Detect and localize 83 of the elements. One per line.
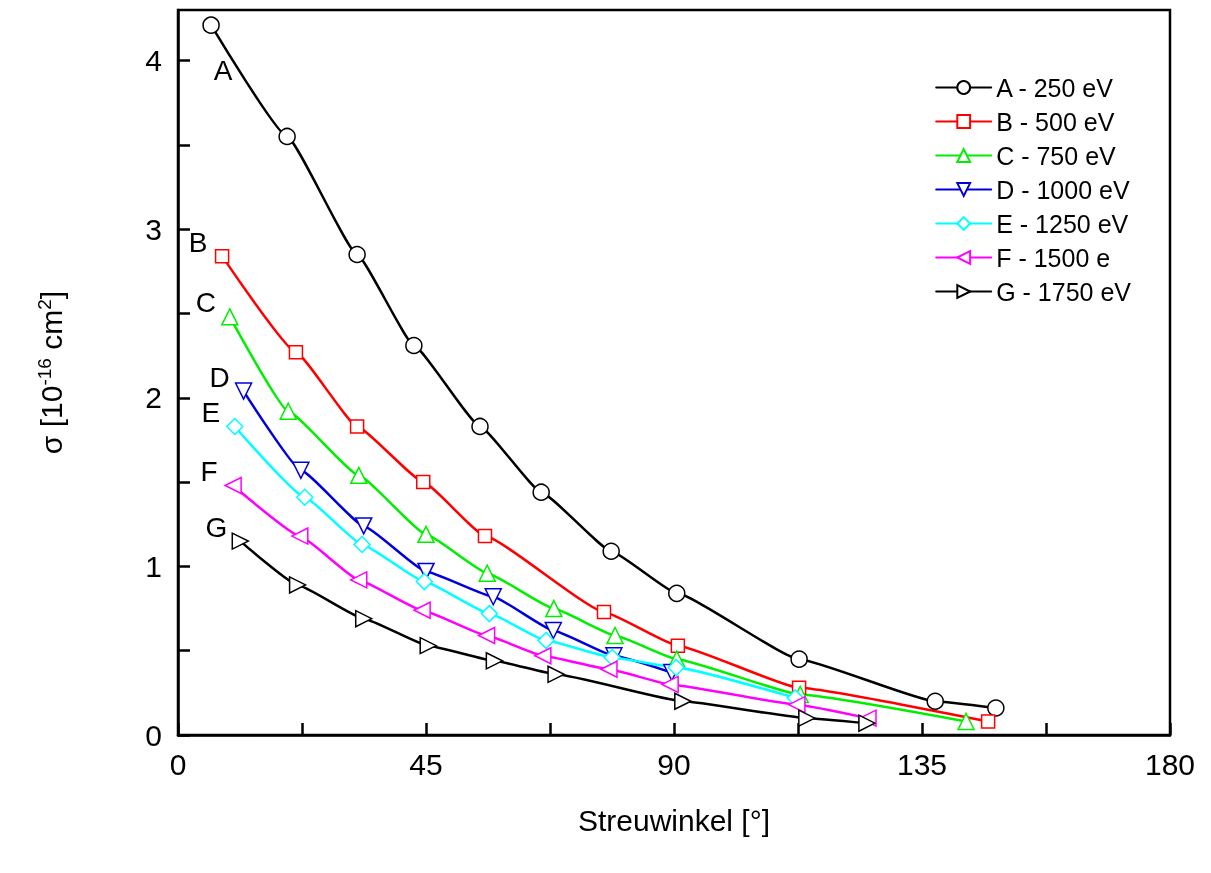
point <box>291 527 309 545</box>
legend-label: C - 750 eV <box>996 141 1117 170</box>
point <box>606 626 624 645</box>
point <box>231 532 250 550</box>
x-tick-label: 90 <box>657 747 691 781</box>
point <box>354 609 373 628</box>
point <box>544 621 563 640</box>
point <box>471 417 489 436</box>
x-tick-label: 135 <box>896 747 948 781</box>
point <box>858 714 876 732</box>
annotation: G <box>205 511 228 543</box>
point <box>547 665 565 684</box>
point <box>478 564 496 582</box>
point <box>349 419 365 434</box>
point <box>987 699 1005 717</box>
point <box>798 709 816 727</box>
point <box>926 692 944 711</box>
legend-label: E - 1250 eV <box>996 209 1129 238</box>
point <box>221 308 239 326</box>
point <box>354 517 373 535</box>
point <box>350 571 368 589</box>
point <box>545 599 563 618</box>
annotation: B <box>188 226 208 258</box>
point <box>980 714 996 729</box>
point <box>484 587 502 606</box>
y-tick-label: 1 <box>145 549 162 583</box>
point <box>957 712 975 731</box>
x-tick-label: 45 <box>409 747 443 781</box>
legend-label: G - 1750 eV <box>996 277 1132 306</box>
legend-label: D - 1000 eV <box>996 175 1130 204</box>
annotation: F <box>200 455 218 487</box>
point <box>348 245 366 264</box>
point <box>790 650 808 668</box>
point <box>602 542 620 560</box>
point <box>661 675 679 694</box>
point <box>292 461 310 480</box>
y-axis-title: σ [10-16 cm2] <box>34 290 68 455</box>
point <box>477 626 496 645</box>
annotation: A <box>213 54 233 86</box>
point <box>405 336 423 355</box>
y-tick-label: 2 <box>145 381 162 415</box>
point <box>532 483 550 501</box>
point <box>668 584 686 603</box>
point <box>480 604 499 623</box>
point <box>202 16 220 34</box>
x-tick-label: 0 <box>169 747 187 781</box>
point <box>413 601 431 619</box>
point <box>415 572 434 591</box>
x-tick-label: 180 <box>1144 747 1196 781</box>
point <box>415 474 431 490</box>
point <box>296 488 314 507</box>
point <box>234 382 253 400</box>
annotation: C <box>195 287 216 319</box>
annotation: E <box>201 396 221 428</box>
point <box>278 127 296 146</box>
point <box>419 636 437 655</box>
point <box>667 658 685 677</box>
point <box>353 535 371 554</box>
point <box>485 652 504 670</box>
point <box>226 417 244 436</box>
point <box>674 692 692 711</box>
x-axis-title: Streuwinkel [°] <box>577 803 771 837</box>
point <box>788 695 806 714</box>
legend-label: F - 1500 e <box>996 243 1111 272</box>
point <box>279 402 297 421</box>
point <box>670 638 686 653</box>
point <box>477 528 493 544</box>
point <box>224 476 242 495</box>
point <box>417 525 435 544</box>
point <box>214 248 230 264</box>
legend-label: A - 250 eV <box>996 73 1114 102</box>
point <box>600 660 618 678</box>
point <box>534 647 552 665</box>
y-tick-label: 0 <box>145 718 162 752</box>
annotation: D <box>209 361 230 393</box>
y-tick-label: 3 <box>145 212 162 246</box>
point <box>350 466 368 485</box>
point <box>537 631 555 650</box>
point <box>288 576 307 594</box>
y-tick-label: 4 <box>145 44 162 78</box>
legend-label: B - 500 eV <box>996 107 1115 136</box>
point <box>288 345 304 360</box>
point <box>596 604 612 620</box>
